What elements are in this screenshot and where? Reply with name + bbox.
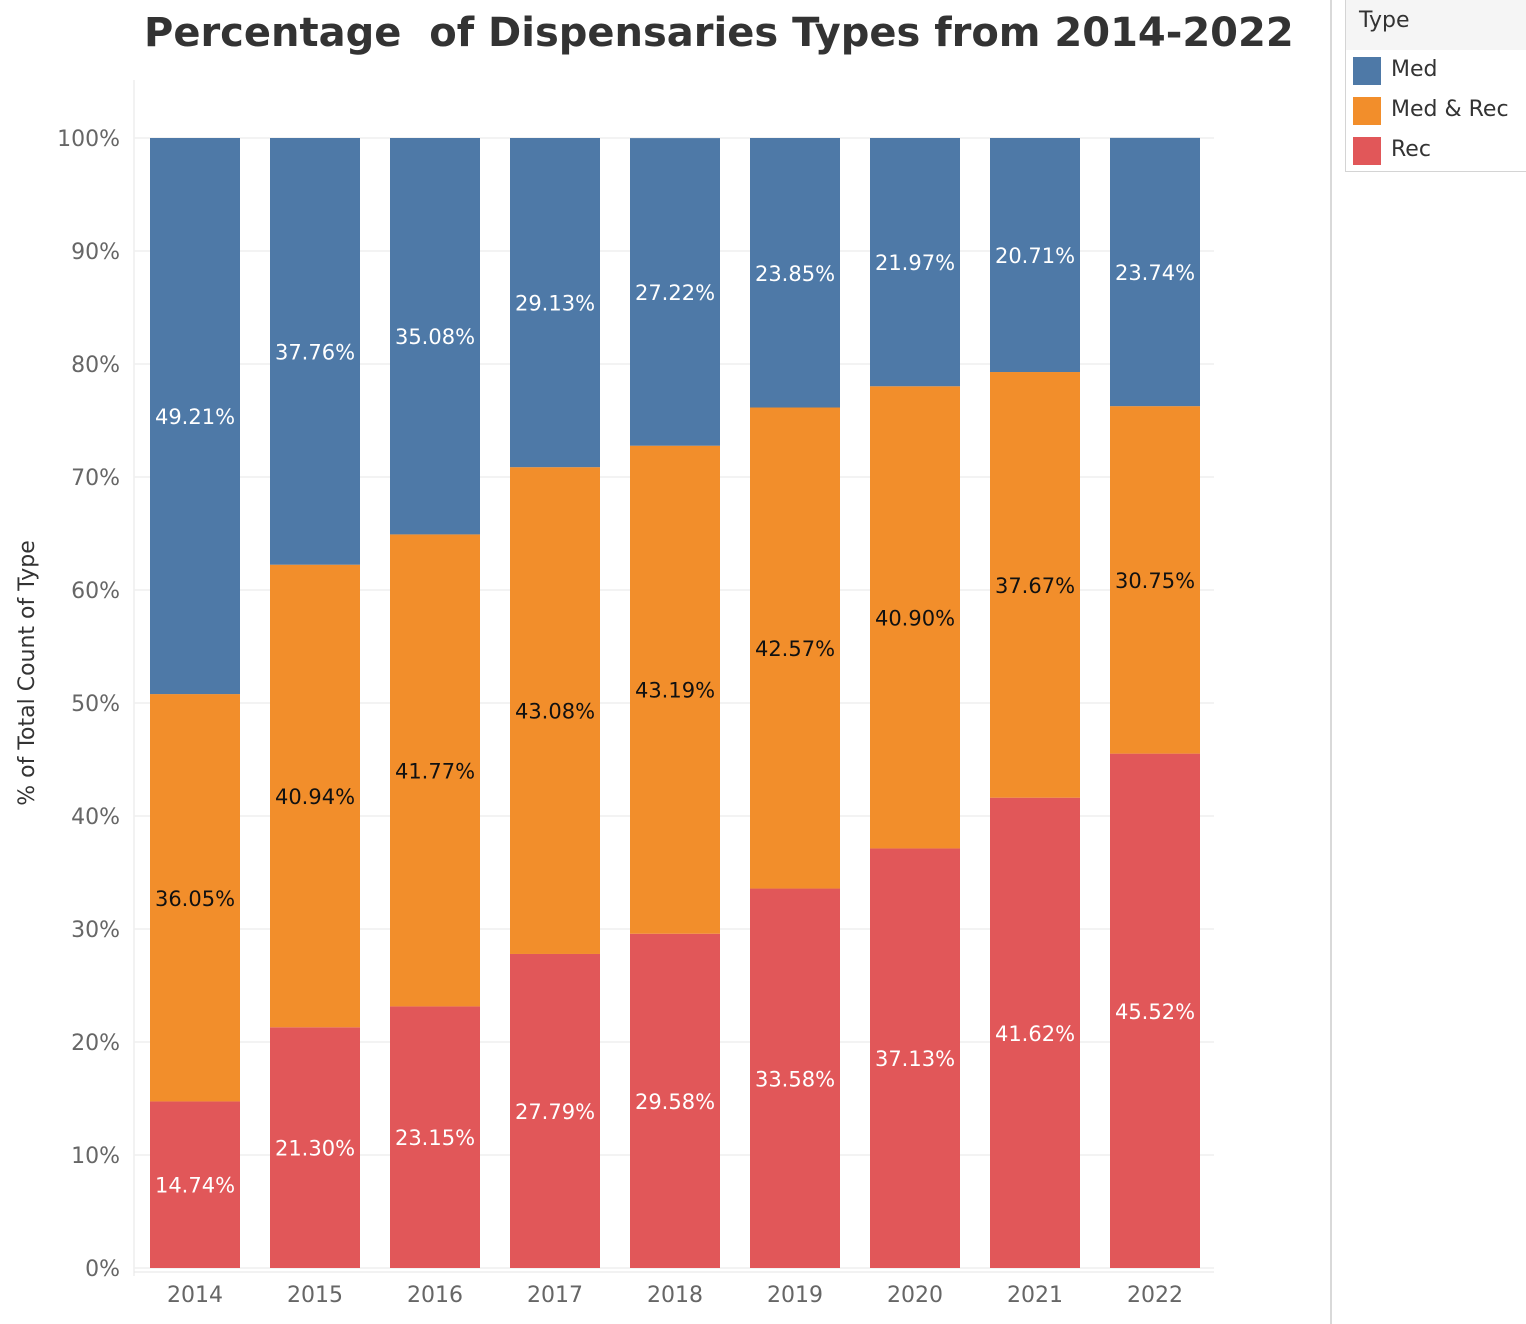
bar-value-label: 40.90% [875, 606, 955, 630]
legend-label-med-rec: Med & Rec [1391, 97, 1509, 122]
bar-value-label: 41.77% [395, 759, 475, 783]
legend-title: Type [1359, 8, 1410, 33]
bar-segment-med [1110, 137, 1200, 407]
y-tick-label: 40% [71, 805, 120, 830]
x-tick-label: 2022 [1127, 1283, 1183, 1308]
bar-segment-med-rec [510, 467, 600, 954]
bar-segment-med [510, 138, 600, 468]
bar-value-label: 27.22% [635, 281, 715, 305]
bar-value-label: 35.08% [395, 325, 475, 349]
bar-segment-rec [390, 1006, 480, 1268]
x-tick-label: 2015 [287, 1283, 343, 1308]
bar-value-label: 49.21% [155, 405, 235, 429]
x-tick-label: 2016 [407, 1283, 463, 1308]
x-tick-label: 2020 [887, 1283, 943, 1308]
bar-segment-med-rec [150, 694, 240, 1102]
bar-segment-med [990, 138, 1080, 373]
bar-value-label: 29.13% [515, 292, 595, 316]
bar-segment-med-rec [870, 386, 960, 849]
bar-segment-med-rec [270, 564, 360, 1028]
bar-value-label: 14.74% [155, 1174, 235, 1198]
bar-value-label: 33.58% [755, 1067, 835, 1091]
legend-label-med: Med [1391, 57, 1438, 82]
x-tick-label: 2014 [167, 1283, 223, 1308]
bar-segment-rec [630, 933, 720, 1268]
legend-swatch-rec [1353, 137, 1381, 165]
x-tick-label: 2018 [647, 1283, 703, 1308]
bar-segment-med-rec [630, 445, 720, 934]
panel-divider [1330, 0, 1332, 1324]
bar-segment-med [270, 138, 360, 565]
bar-segment-med-rec [750, 407, 840, 889]
legend: Type Med Med & Rec Rec [1345, 0, 1526, 172]
bar-value-label: 43.19% [635, 679, 715, 703]
bar-value-label: 29.58% [635, 1090, 715, 1114]
legend-swatch-med-rec [1353, 97, 1381, 125]
bar-segment-med [870, 138, 960, 387]
bar-segment-rec [870, 848, 960, 1268]
bar-segment-med [150, 138, 240, 695]
legend-item-rec[interactable]: Rec [1353, 135, 1523, 167]
bar-segment-rec [990, 797, 1080, 1268]
x-tick-label: 2017 [527, 1283, 583, 1308]
bar-value-label: 30.75% [1115, 569, 1195, 593]
bar-value-label: 36.05% [155, 887, 235, 911]
bar-segment-med-rec [1110, 406, 1200, 754]
bar-value-label: 41.62% [995, 1022, 1075, 1046]
y-tick-label: 10% [71, 1144, 120, 1169]
x-tick-label: 2019 [767, 1283, 823, 1308]
bar-value-label: 21.97% [875, 251, 955, 275]
bar-segment-med [390, 138, 480, 535]
legend-swatch-med [1353, 57, 1381, 85]
bar-value-label: 45.52% [1115, 1000, 1195, 1024]
y-tick-label: 50% [71, 692, 120, 717]
bar-segment-med-rec [390, 534, 480, 1007]
y-axis-title: % of Total Count of Type [15, 540, 40, 806]
bar-value-label: 23.15% [395, 1126, 475, 1150]
legend-item-med-rec[interactable]: Med & Rec [1353, 95, 1523, 127]
y-tick-label: 20% [71, 1031, 120, 1056]
bar-segment-rec [510, 953, 600, 1268]
bar-value-label: 40.94% [275, 785, 355, 809]
legend-label-rec: Rec [1391, 137, 1431, 162]
y-tick-label: 70% [71, 466, 120, 491]
bar-value-label: 37.76% [275, 340, 355, 364]
bar-segment-med [750, 138, 840, 408]
y-tick-label: 90% [71, 240, 120, 265]
bar-segment-rec [270, 1027, 360, 1268]
bar-value-label: 23.85% [755, 262, 835, 286]
bar-value-label: 37.13% [875, 1047, 955, 1071]
y-tick-label: 60% [71, 579, 120, 604]
bar-segment-med-rec [990, 372, 1080, 798]
bar-segment-rec [750, 888, 840, 1268]
bar-segment-med [630, 138, 720, 446]
bar-value-label: 37.67% [995, 574, 1075, 598]
x-tick-label: 2021 [1007, 1283, 1063, 1308]
y-tick-label: 80% [71, 353, 120, 378]
legend-header [1346, 0, 1526, 50]
bar-segment-rec [150, 1101, 240, 1268]
bar-value-label: 27.79% [515, 1100, 595, 1124]
bar-value-label: 21.30% [275, 1137, 355, 1161]
bar-value-label: 23.74% [1115, 261, 1195, 285]
bar-value-label: 43.08% [515, 700, 595, 724]
chart-plot: 0% 10% 20% 30% 40% 50% 60% 70% 80% 90% 100% % of To… [15, 80, 1214, 1308]
bar-segment-rec [1110, 753, 1200, 1268]
bar-value-label: 42.57% [755, 637, 835, 661]
bar-value-label: 20.71% [995, 244, 1075, 268]
y-tick-label: 100% [57, 127, 120, 152]
y-tick-label: 0% [85, 1257, 120, 1282]
legend-item-med[interactable]: Med [1353, 55, 1523, 87]
y-tick-label: 30% [71, 918, 120, 943]
